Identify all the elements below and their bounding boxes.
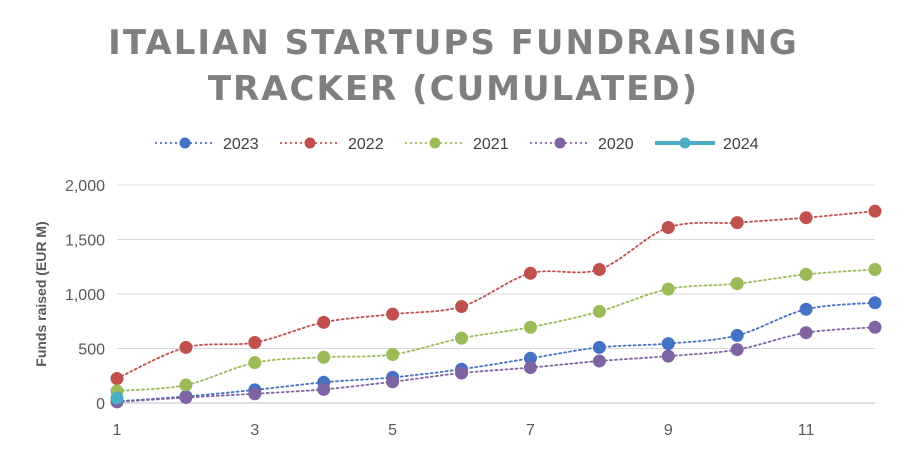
x-tick-label: 9 [664,422,673,439]
legend-marker-2024 [679,137,691,149]
y-tick-label: 500 [78,342,105,359]
gridlines [117,184,875,349]
x-tick-label: 11 [798,422,815,439]
data-point-2023-12 [868,296,882,310]
data-point-2021-3 [248,356,262,370]
y-tick-label: 2,000 [65,178,105,195]
x-tick-label: 3 [250,422,259,439]
x-tick-label: 7 [526,422,535,439]
data-point-2022-11 [799,211,813,225]
chart-title-line-2: TRACKER (CUMULATED) [207,69,700,109]
series-group [110,204,882,409]
data-point-2022-7 [523,266,537,280]
series-2024 [110,391,124,405]
legend-marker-2020 [554,137,566,149]
data-point-2021-6 [455,331,469,345]
data-point-2020-4 [317,382,331,396]
legend-label-2020: 2020 [598,136,634,153]
series-2022 [110,204,882,385]
data-point-2022-12 [868,204,882,218]
data-point-2020-5 [386,375,400,389]
data-point-2023-11 [799,302,813,316]
data-point-2022-2 [179,340,193,354]
series-2021 [110,262,882,398]
y-tick-label: 0 [96,396,105,413]
legend-item-2022: 2022 [280,136,384,153]
y-axis-label: Funds raised (EUR M) [33,221,49,366]
data-point-2020-3 [248,387,262,401]
data-point-2021-8 [592,304,606,318]
data-point-2021-5 [386,347,400,361]
data-point-2020-2 [179,391,193,405]
data-point-2024-1 [110,391,124,405]
legend-marker-2021 [429,137,441,149]
data-point-2023-10 [730,328,744,342]
data-point-2021-11 [799,267,813,281]
y-tick-label: 1,500 [65,233,105,250]
data-point-2020-9 [661,349,675,363]
data-point-2022-8 [592,262,606,276]
data-point-2022-4 [317,315,331,329]
x-tick-label: 1 [113,422,122,439]
series-line-2021 [116,268,876,392]
legend-marker-2023 [179,137,191,149]
legend-item-2020: 2020 [530,136,634,153]
legend-label-2023: 2023 [223,136,259,153]
data-point-2020-12 [868,320,882,334]
axes: 0 500 1,000 1,500 2,000 1 3 5 7 9 11 [65,178,875,439]
series-line-2022 [116,210,876,380]
x-tick-label: 5 [388,422,397,439]
legend-item-2024: 2024 [655,136,759,153]
data-point-2021-2 [179,378,193,392]
chart-title-line-1: ITALIAN STARTUPS FUNDRAISING [108,23,799,63]
data-point-2023-9 [661,337,675,351]
data-point-2021-10 [730,277,744,291]
y-tick-label: 1,000 [65,287,105,304]
legend-label-2021: 2021 [473,136,509,153]
legend-item-2021: 2021 [405,136,509,153]
legend: 2023 2022 2021 2020 2024 [155,136,759,153]
data-point-2020-8 [592,354,606,368]
data-point-2022-5 [386,307,400,321]
legend-label-2022: 2022 [348,136,384,153]
data-point-2022-1 [110,371,124,385]
chart-title: ITALIAN STARTUPS FUNDRAISING TRACKER (CU… [0,20,907,112]
data-point-2023-8 [592,340,606,354]
legend-marker-2022 [304,137,316,149]
legend-item-2023: 2023 [155,136,259,153]
data-point-2022-10 [730,216,744,230]
data-point-2020-6 [455,366,469,380]
data-point-2021-7 [523,320,537,334]
data-point-2021-4 [317,350,331,364]
data-point-2021-12 [868,262,882,276]
data-point-2022-3 [248,336,262,350]
data-point-2022-6 [455,300,469,314]
data-point-2020-10 [730,343,744,357]
series-line-2023 [116,301,876,403]
data-point-2021-9 [661,282,675,296]
data-point-2020-7 [523,361,537,375]
data-point-2022-9 [661,221,675,235]
legend-label-2024: 2024 [723,136,759,153]
series-2023 [110,296,882,408]
data-point-2020-11 [799,326,813,340]
